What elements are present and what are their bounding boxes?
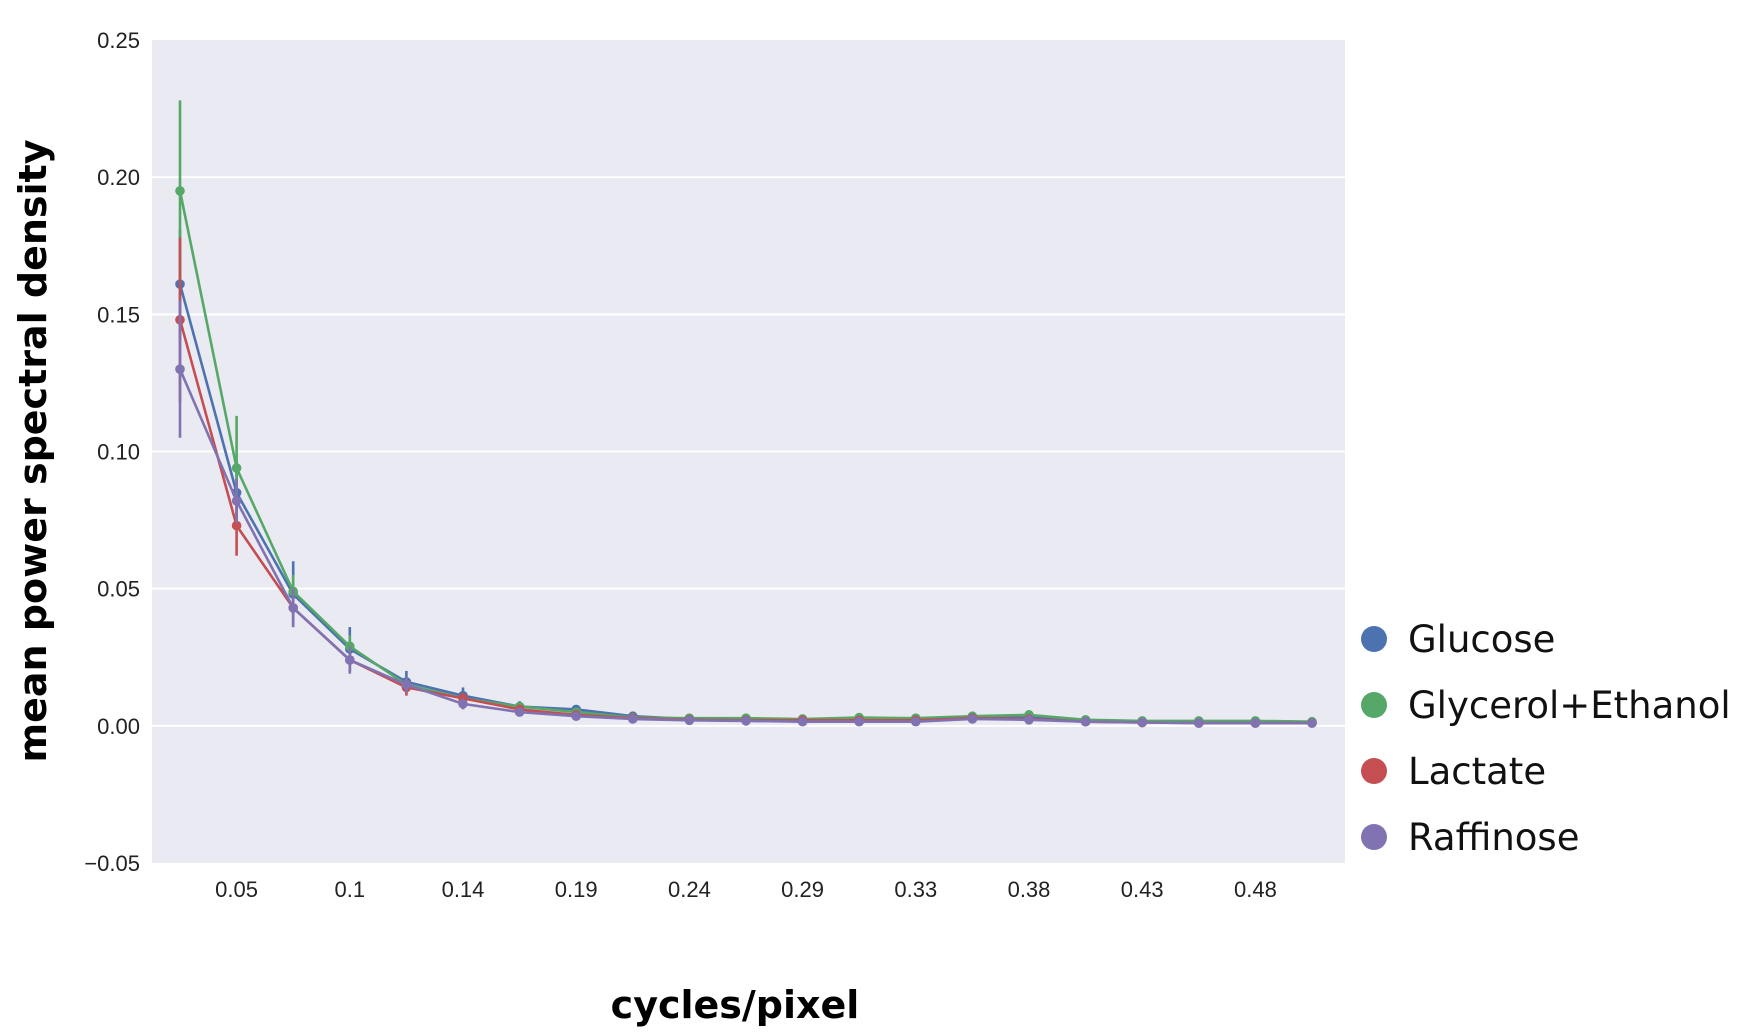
legend-marker bbox=[1361, 758, 1387, 784]
x-tick-label: 0.29 bbox=[781, 877, 824, 902]
y-tick-label: 0.20 bbox=[97, 165, 140, 190]
data-point bbox=[741, 716, 751, 726]
x-axis-label: cycles/pixel bbox=[611, 983, 860, 1027]
legend-marker bbox=[1361, 692, 1387, 718]
x-tick-label: 0.24 bbox=[668, 877, 711, 902]
x-tick-label: 0.48 bbox=[1234, 877, 1277, 902]
data-point bbox=[1307, 718, 1317, 728]
data-point bbox=[288, 603, 299, 613]
x-tick-label: 0.1 bbox=[335, 877, 366, 902]
data-point bbox=[911, 716, 921, 727]
y-tick-label: −0.05 bbox=[84, 851, 140, 876]
y-axis-label: mean power spectral density bbox=[11, 139, 55, 762]
x-tick-labels: 0.05 0.1 0.14 0.19 0.24 0.29 0.33 0.38 0.43 0.48 bbox=[215, 877, 1277, 902]
data-point bbox=[628, 714, 638, 724]
y-tick-label: 0.05 bbox=[97, 577, 140, 602]
x-tick-label: 0.33 bbox=[894, 877, 937, 902]
series-layer bbox=[175, 100, 1317, 728]
legend: Glucose Glycerol+Ethanol Lactate Raffinose bbox=[1361, 618, 1731, 859]
x-tick-label: 0.38 bbox=[1008, 877, 1051, 902]
data-point bbox=[571, 711, 581, 722]
data-point bbox=[345, 655, 355, 665]
gridlines bbox=[152, 176, 1345, 727]
y-tick-labels: −0.05 0.00 0.05 0.10 0.15 0.20 0.25 bbox=[84, 28, 140, 876]
legend-marker bbox=[1361, 626, 1387, 652]
data-point bbox=[458, 699, 468, 709]
data-point bbox=[175, 186, 185, 196]
x-tick-label: 0.05 bbox=[215, 877, 258, 902]
data-point bbox=[231, 520, 242, 531]
y-tick-label: 0.00 bbox=[97, 714, 140, 739]
legend-label: Glycerol+Ethanol bbox=[1408, 684, 1731, 727]
legend-label: Raffinose bbox=[1408, 816, 1579, 859]
data-point bbox=[1194, 718, 1204, 728]
x-tick-label: 0.19 bbox=[555, 877, 598, 902]
legend-label: Glucose bbox=[1408, 618, 1555, 661]
data-point bbox=[967, 714, 978, 724]
x-tick-label: 0.43 bbox=[1121, 877, 1164, 902]
y-tick-label: 0.15 bbox=[97, 302, 140, 327]
data-point bbox=[514, 707, 525, 717]
data-point bbox=[1080, 716, 1091, 727]
data-point bbox=[231, 463, 242, 473]
x-tick-label: 0.14 bbox=[442, 877, 485, 902]
data-point bbox=[797, 716, 808, 727]
legend-marker bbox=[1361, 824, 1387, 850]
data-point bbox=[231, 496, 242, 506]
data-point bbox=[401, 679, 412, 690]
legend-label: Lactate bbox=[1408, 750, 1546, 793]
data-point bbox=[175, 364, 185, 375]
data-point bbox=[1024, 714, 1034, 725]
data-point bbox=[1250, 718, 1261, 728]
y-tick-label: 0.25 bbox=[97, 28, 140, 53]
series-raffinose bbox=[175, 300, 1317, 728]
y-tick-label: 0.10 bbox=[97, 440, 140, 465]
data-point bbox=[1137, 717, 1147, 728]
data-point bbox=[854, 716, 864, 727]
data-point bbox=[684, 715, 695, 726]
